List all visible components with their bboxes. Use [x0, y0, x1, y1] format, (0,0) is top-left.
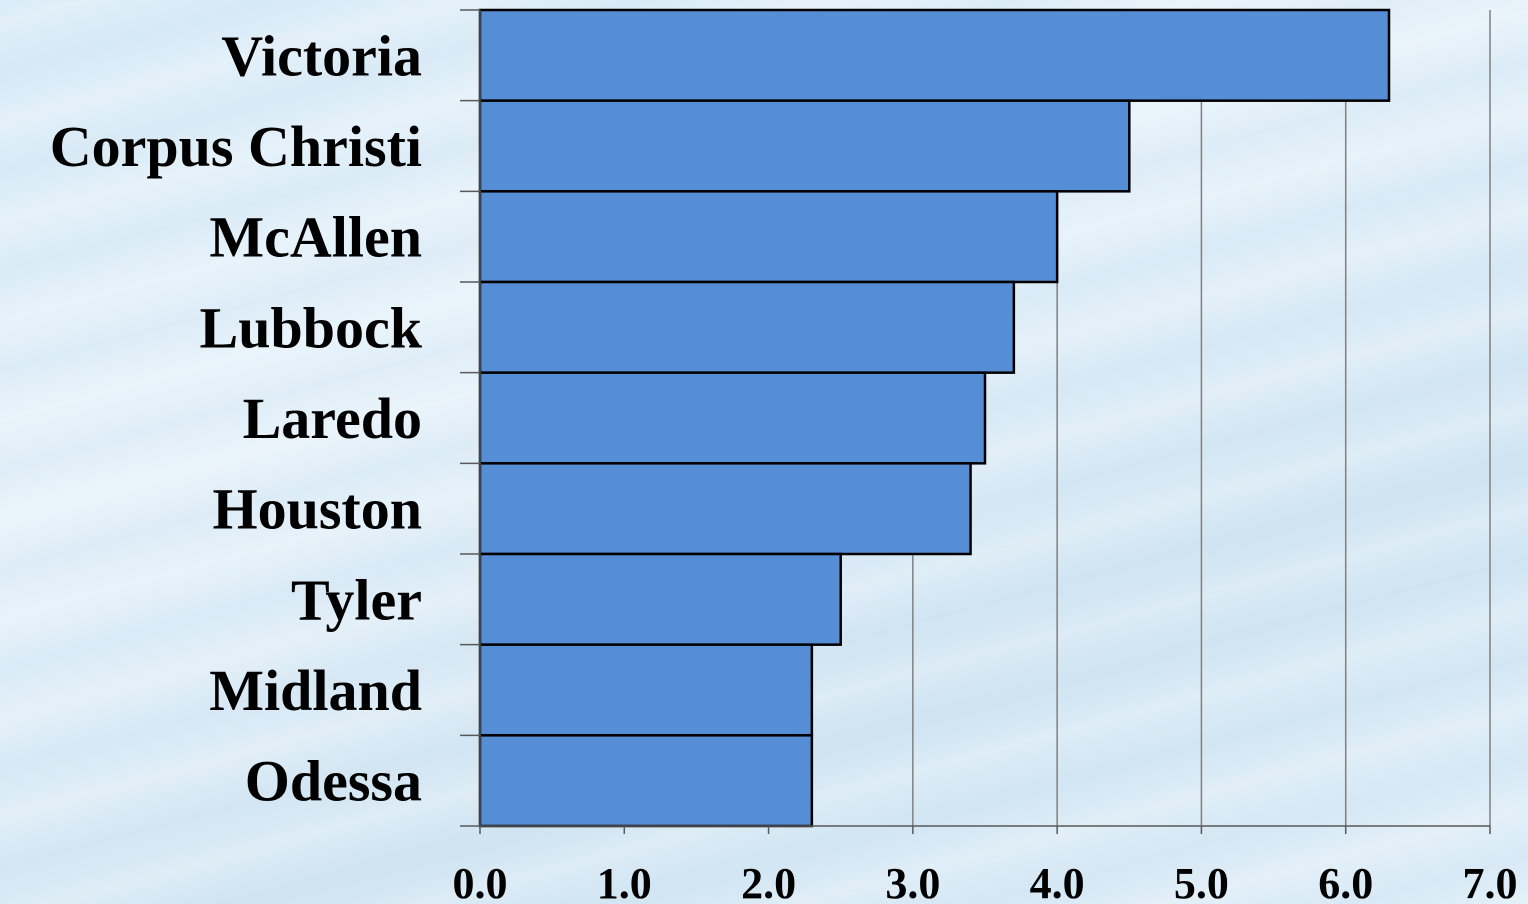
category-label: Midland — [209, 658, 422, 723]
category-label: Odessa — [245, 749, 422, 814]
bar-corpus-christi — [480, 101, 1129, 192]
bars — [480, 10, 1389, 826]
bar-tyler — [480, 554, 841, 645]
bar-lubbock — [480, 282, 1014, 373]
bar-mcallen — [480, 191, 1057, 282]
bar-houston — [480, 463, 971, 554]
category-label: Tyler — [291, 567, 422, 632]
x-tick-label: 3.0 — [885, 859, 940, 904]
bar-laredo — [480, 373, 985, 464]
x-tick-label: 6.0 — [1318, 859, 1373, 904]
category-label: Lubbock — [200, 295, 423, 360]
bar-midland — [480, 645, 812, 736]
bar-odessa — [480, 735, 812, 826]
category-label: Victoria — [221, 23, 422, 88]
category-label: Houston — [212, 477, 422, 542]
category-label: Corpus Christi — [50, 114, 422, 179]
category-label: Laredo — [243, 386, 422, 451]
x-tick-label: 1.0 — [597, 859, 652, 904]
category-labels: Victoria Corpus Christi McAllen Lubbock Lare… — [50, 23, 423, 813]
x-tick-label: 7.0 — [1463, 859, 1518, 904]
bar-victoria — [480, 10, 1389, 101]
category-label: McAllen — [209, 205, 422, 270]
x-tick-labels: 0.0 1.0 2.0 3.0 4.0 5.0 6.0 7.0 — [453, 859, 1518, 904]
x-tick-label: 4.0 — [1030, 859, 1085, 904]
x-tick-label: 0.0 — [453, 859, 508, 904]
x-tick-label: 2.0 — [741, 859, 796, 904]
x-tick-label: 5.0 — [1174, 859, 1229, 904]
